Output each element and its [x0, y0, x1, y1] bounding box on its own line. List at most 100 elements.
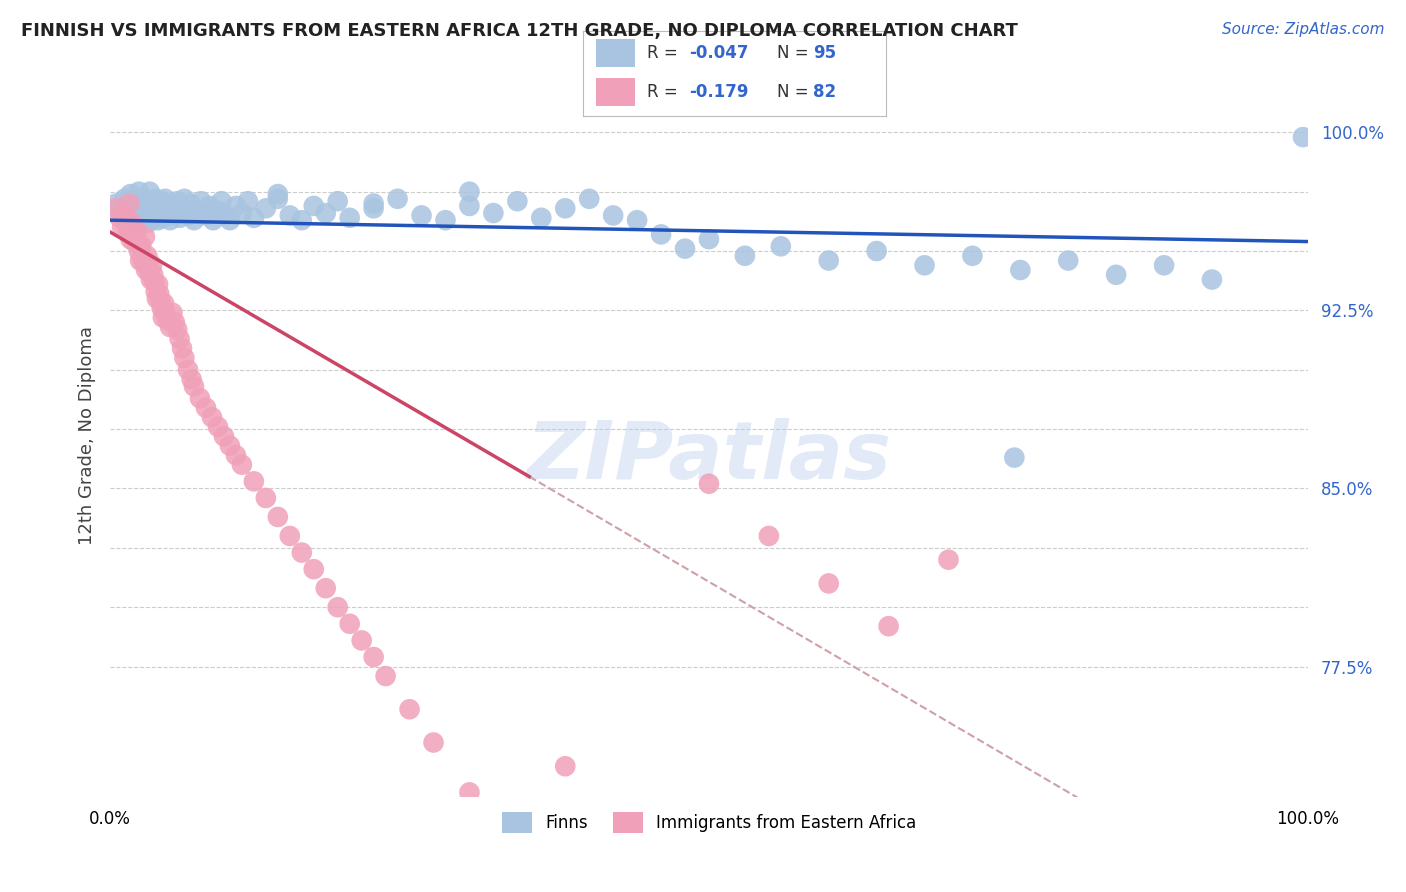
Point	[673, 242, 696, 256]
Point	[530, 211, 553, 225]
Point	[143, 275, 166, 289]
Point	[817, 576, 839, 591]
Point	[117, 225, 139, 239]
Point	[225, 448, 247, 462]
Point	[267, 192, 290, 206]
Point	[166, 194, 188, 209]
Point	[363, 202, 385, 216]
Point	[141, 194, 163, 209]
Point	[411, 209, 433, 223]
Point	[142, 268, 165, 282]
Text: -0.179: -0.179	[689, 83, 749, 101]
Point	[1105, 268, 1128, 282]
Point	[374, 669, 396, 683]
Point	[194, 209, 217, 223]
Point	[129, 192, 152, 206]
Point	[159, 320, 181, 334]
Point	[129, 253, 152, 268]
Point	[134, 229, 156, 244]
Point	[962, 249, 984, 263]
Point	[170, 202, 193, 216]
Point	[243, 475, 266, 489]
Point	[302, 562, 325, 576]
Point	[145, 192, 167, 206]
Point	[458, 199, 481, 213]
Point	[111, 202, 134, 216]
Point	[132, 256, 155, 270]
Point	[124, 220, 146, 235]
Point	[125, 203, 148, 218]
Point	[139, 272, 162, 286]
Point	[135, 206, 157, 220]
Point	[482, 819, 505, 833]
Point	[125, 227, 148, 242]
Point	[434, 213, 457, 227]
Point	[136, 199, 159, 213]
Point	[117, 206, 139, 220]
Point	[179, 196, 201, 211]
Text: Source: ZipAtlas.com: Source: ZipAtlas.com	[1222, 22, 1385, 37]
Point	[108, 211, 131, 225]
Point	[183, 379, 205, 393]
Point	[122, 194, 145, 209]
Point	[143, 202, 166, 216]
Point	[150, 194, 173, 209]
Point	[1201, 272, 1223, 286]
Point	[155, 192, 177, 206]
Text: 82: 82	[813, 83, 837, 101]
Point	[315, 581, 337, 595]
Point	[231, 458, 253, 472]
Bar	[596, 78, 636, 106]
Point	[115, 218, 138, 232]
Point	[138, 216, 160, 230]
Point	[339, 616, 361, 631]
Point	[122, 235, 145, 249]
Text: N =: N =	[778, 44, 814, 62]
Point	[626, 213, 648, 227]
Point	[1057, 253, 1080, 268]
Point	[152, 211, 174, 225]
Point	[136, 249, 159, 263]
Point	[254, 202, 277, 216]
Point	[142, 211, 165, 225]
Point	[1153, 258, 1175, 272]
Point	[122, 213, 145, 227]
Point	[128, 244, 150, 258]
Point	[170, 342, 193, 356]
Point	[139, 203, 162, 218]
Point	[131, 202, 153, 216]
Point	[697, 476, 720, 491]
Point	[105, 202, 128, 216]
Point	[236, 194, 259, 209]
Point	[120, 187, 142, 202]
Point	[517, 866, 540, 880]
Point	[153, 296, 176, 310]
Point	[350, 633, 373, 648]
Text: R =: R =	[647, 44, 683, 62]
Point	[111, 220, 134, 235]
Point	[162, 199, 184, 213]
Point	[187, 203, 209, 218]
Point	[105, 196, 128, 211]
Point	[243, 211, 266, 225]
Point	[198, 199, 221, 213]
Point	[155, 306, 177, 320]
Point	[194, 401, 217, 415]
Point	[225, 199, 247, 213]
Point	[169, 332, 191, 346]
Point	[578, 192, 600, 206]
Point	[118, 196, 141, 211]
Point	[326, 194, 349, 209]
Point	[267, 510, 290, 524]
Point	[129, 239, 152, 253]
Point	[877, 619, 900, 633]
Legend: Finns, Immigrants from Eastern Africa: Finns, Immigrants from Eastern Africa	[495, 805, 922, 839]
Point	[159, 213, 181, 227]
Point	[458, 785, 481, 799]
Point	[138, 185, 160, 199]
Point	[231, 206, 253, 220]
Point	[141, 258, 163, 272]
Point	[339, 211, 361, 225]
Point	[363, 196, 385, 211]
Text: N =: N =	[778, 83, 814, 101]
